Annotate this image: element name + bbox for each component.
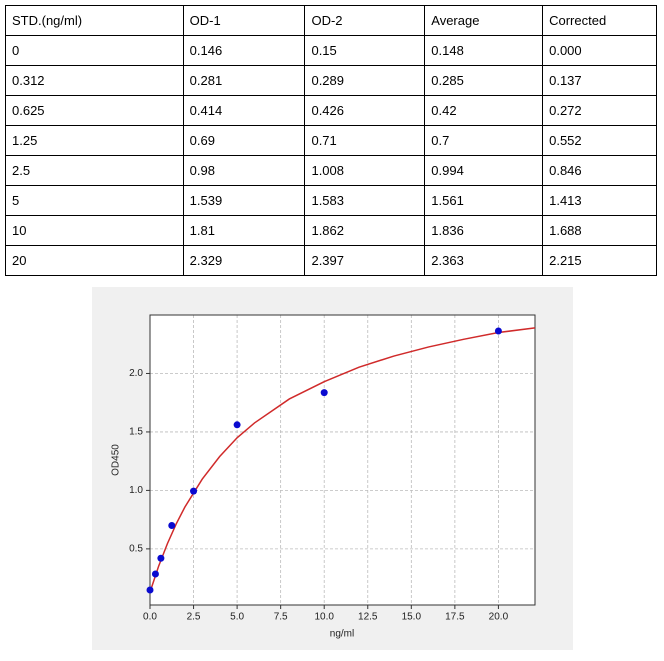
table-cell: 1.561 bbox=[424, 185, 544, 216]
table-cell: 1.81 bbox=[182, 215, 306, 246]
table-cell: 0.98 bbox=[182, 155, 306, 186]
data-point bbox=[190, 487, 198, 495]
table-cell: 20 bbox=[5, 245, 184, 276]
table-cell: 1.836 bbox=[424, 215, 544, 246]
data-point bbox=[494, 327, 502, 335]
table-cell: 1.583 bbox=[304, 185, 426, 216]
table-row: 0.312 0.281 0.289 0.285 0.137 bbox=[5, 65, 657, 96]
table-cell: 0.69 bbox=[182, 125, 306, 156]
table-cell: OD-1 bbox=[182, 5, 306, 36]
table-cell: 1.688 bbox=[542, 215, 657, 246]
table-row: 5 1.539 1.583 1.561 1.413 bbox=[5, 185, 657, 216]
x-tick-label: 7.5 bbox=[274, 612, 288, 623]
table-cell: 5 bbox=[5, 185, 184, 216]
y-tick-label: 1.5 bbox=[129, 427, 143, 438]
table-cell: Average bbox=[424, 5, 544, 36]
x-tick-label: 20.0 bbox=[489, 612, 509, 623]
table-cell: 0.289 bbox=[304, 65, 426, 96]
x-axis-label: ng/ml bbox=[330, 629, 354, 640]
fit-curve bbox=[149, 327, 536, 593]
table-cell: 0.42 bbox=[424, 95, 544, 126]
x-tick-label: 17.5 bbox=[445, 612, 465, 623]
plot-frame bbox=[149, 314, 536, 606]
x-tick-label: 0.0 bbox=[143, 612, 157, 623]
y-tick-label: 0.5 bbox=[129, 544, 143, 555]
table-cell: 0 bbox=[5, 35, 184, 66]
data-point bbox=[151, 570, 159, 578]
table-cell: OD-2 bbox=[304, 5, 426, 36]
table-cell: 0.146 bbox=[182, 35, 306, 66]
table-row: 0 0.146 0.15 0.148 0.000 bbox=[5, 35, 657, 66]
y-tick-label: 1.0 bbox=[129, 485, 143, 496]
x-tick-label: 12.5 bbox=[358, 612, 378, 623]
table-cell: 0.426 bbox=[304, 95, 426, 126]
table-cell: 0.552 bbox=[542, 125, 657, 156]
y-axis-label: OD450 bbox=[111, 444, 122, 476]
table-cell: 0.7 bbox=[424, 125, 544, 156]
x-tick-label: 15.0 bbox=[402, 612, 422, 623]
x-tick-label: 2.5 bbox=[187, 612, 201, 623]
data-point bbox=[146, 586, 154, 594]
table-cell: 1.25 bbox=[5, 125, 184, 156]
table-row: 0.625 0.414 0.426 0.42 0.272 bbox=[5, 95, 657, 126]
data-point bbox=[168, 521, 176, 529]
table-cell: 0.000 bbox=[542, 35, 657, 66]
table-cell: 1.413 bbox=[542, 185, 657, 216]
table-cell: 0.994 bbox=[424, 155, 544, 186]
table-cell: 2.215 bbox=[542, 245, 657, 276]
data-point bbox=[320, 389, 328, 397]
data-table: STD.(ng/ml) OD-1 OD-2 Average Corrected 0 0.14… bbox=[5, 5, 657, 276]
table-cell: 0.137 bbox=[542, 65, 657, 96]
data-point bbox=[157, 554, 165, 562]
table-cell: Corrected bbox=[542, 5, 657, 36]
table-cell: 0.71 bbox=[304, 125, 426, 156]
table-row: 2.5 0.98 1.008 0.994 0.846 bbox=[5, 155, 657, 186]
data-point bbox=[233, 421, 241, 429]
table-cell: 2.329 bbox=[182, 245, 306, 276]
table-cell: 0.272 bbox=[542, 95, 657, 126]
table-cell: 2.363 bbox=[424, 245, 544, 276]
table-cell: 0.625 bbox=[5, 95, 184, 126]
y-tick-label: 2.0 bbox=[129, 368, 143, 379]
table-cell: 2.5 bbox=[5, 155, 184, 186]
table-cell: 0.15 bbox=[304, 35, 426, 66]
x-tick-label: 10.0 bbox=[314, 612, 334, 623]
table-cell: 1.862 bbox=[304, 215, 426, 246]
table-cell: 0.281 bbox=[182, 65, 306, 96]
table-cell: 0.312 bbox=[5, 65, 184, 96]
x-tick-label: 5.0 bbox=[230, 612, 244, 623]
table-row: 20 2.329 2.397 2.363 2.215 bbox=[5, 245, 657, 276]
table-cell: 10 bbox=[5, 215, 184, 246]
table-row: 10 1.81 1.862 1.836 1.688 bbox=[5, 215, 657, 246]
table-cell: 1.008 bbox=[304, 155, 426, 186]
table-cell: 2.397 bbox=[304, 245, 426, 276]
table-cell: 0.148 bbox=[424, 35, 544, 66]
table-cell: STD.(ng/ml) bbox=[5, 5, 184, 36]
table-cell: 0.285 bbox=[424, 65, 544, 96]
table-cell: 0.846 bbox=[542, 155, 657, 186]
plot-area bbox=[150, 315, 535, 605]
table-row: 1.25 0.69 0.71 0.7 0.552 bbox=[5, 125, 657, 156]
table-cell: 1.539 bbox=[182, 185, 306, 216]
table-cell: 0.414 bbox=[182, 95, 306, 126]
header-row: STD.(ng/ml) OD-1 OD-2 Average Corrected bbox=[5, 5, 657, 36]
